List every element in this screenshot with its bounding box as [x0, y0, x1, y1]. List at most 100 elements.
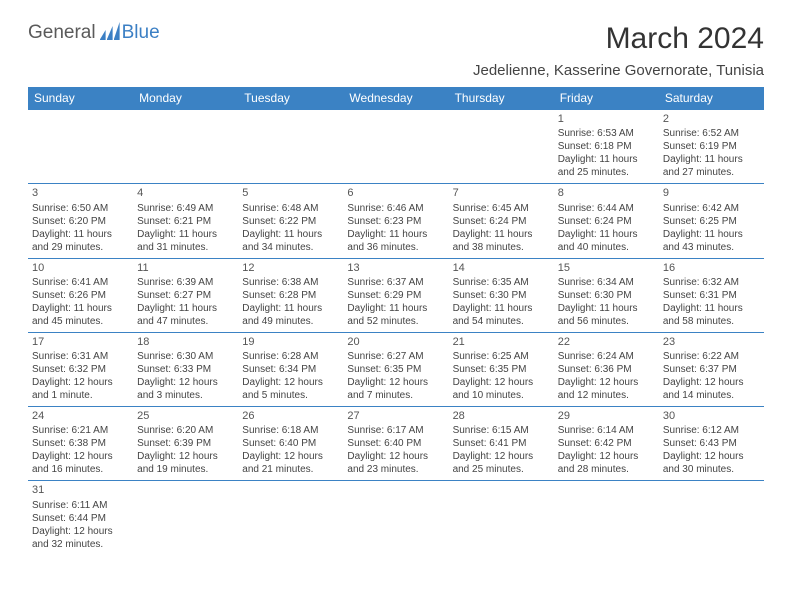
sunset-text: Sunset: 6:36 PM [558, 363, 655, 376]
day-number: 21 [453, 335, 550, 349]
calendar-cell: 29Sunrise: 6:14 AMSunset: 6:42 PMDayligh… [554, 407, 659, 481]
daylight-text: Daylight: 12 hours and 16 minutes. [32, 450, 129, 476]
sunrise-text: Sunrise: 6:41 AM [32, 276, 129, 289]
daylight-text: Daylight: 11 hours and 43 minutes. [663, 228, 760, 254]
title-block: March 2024 Jedelienne, Kasserine Governo… [473, 22, 764, 79]
sunset-text: Sunset: 6:41 PM [453, 437, 550, 450]
sunset-text: Sunset: 6:29 PM [347, 289, 444, 302]
sunset-text: Sunset: 6:20 PM [32, 215, 129, 228]
day-number: 4 [137, 186, 234, 200]
sunrise-text: Sunrise: 6:37 AM [347, 276, 444, 289]
daylight-text: Daylight: 12 hours and 12 minutes. [558, 376, 655, 402]
daylight-text: Daylight: 12 hours and 7 minutes. [347, 376, 444, 402]
day-number: 11 [137, 261, 234, 275]
sunrise-text: Sunrise: 6:18 AM [242, 424, 339, 437]
sunrise-text: Sunrise: 6:11 AM [32, 499, 129, 512]
daylight-text: Daylight: 11 hours and 45 minutes. [32, 302, 129, 328]
calendar-cell: 1Sunrise: 6:53 AMSunset: 6:18 PMDaylight… [554, 110, 659, 184]
sunset-text: Sunset: 6:34 PM [242, 363, 339, 376]
daylight-text: Daylight: 11 hours and 40 minutes. [558, 228, 655, 254]
day-number: 27 [347, 409, 444, 423]
daylight-text: Daylight: 12 hours and 23 minutes. [347, 450, 444, 476]
day-number: 2 [663, 112, 760, 126]
sunset-text: Sunset: 6:30 PM [558, 289, 655, 302]
daylight-text: Daylight: 12 hours and 25 minutes. [453, 450, 550, 476]
calendar-cell [449, 110, 554, 184]
calendar-cell [28, 110, 133, 184]
calendar-cell [133, 110, 238, 184]
day-number: 25 [137, 409, 234, 423]
day-number: 26 [242, 409, 339, 423]
sunrise-text: Sunrise: 6:25 AM [453, 350, 550, 363]
day-number: 10 [32, 261, 129, 275]
sunrise-text: Sunrise: 6:22 AM [663, 350, 760, 363]
sunrise-text: Sunrise: 6:50 AM [32, 202, 129, 215]
daylight-text: Daylight: 11 hours and 56 minutes. [558, 302, 655, 328]
daylight-text: Daylight: 12 hours and 30 minutes. [663, 450, 760, 476]
calendar-cell: 6Sunrise: 6:46 AMSunset: 6:23 PMDaylight… [343, 184, 448, 258]
logo-sail-icon [100, 26, 120, 40]
day-number: 23 [663, 335, 760, 349]
sunset-text: Sunset: 6:18 PM [558, 140, 655, 153]
calendar-row: 1Sunrise: 6:53 AMSunset: 6:18 PMDaylight… [28, 110, 764, 184]
sunrise-text: Sunrise: 6:32 AM [663, 276, 760, 289]
day-number: 1 [558, 112, 655, 126]
daylight-text: Daylight: 11 hours and 34 minutes. [242, 228, 339, 254]
sunrise-text: Sunrise: 6:42 AM [663, 202, 760, 215]
day-number: 8 [558, 186, 655, 200]
daylight-text: Daylight: 11 hours and 27 minutes. [663, 153, 760, 179]
calendar-cell: 27Sunrise: 6:17 AMSunset: 6:40 PMDayligh… [343, 407, 448, 481]
sunset-text: Sunset: 6:40 PM [242, 437, 339, 450]
sunrise-text: Sunrise: 6:12 AM [663, 424, 760, 437]
daylight-text: Daylight: 11 hours and 52 minutes. [347, 302, 444, 328]
calendar-cell: 9Sunrise: 6:42 AMSunset: 6:25 PMDaylight… [659, 184, 764, 258]
weekday-header: Tuesday [238, 87, 343, 110]
calendar-cell: 31Sunrise: 6:11 AMSunset: 6:44 PMDayligh… [28, 481, 133, 555]
weekday-header: Friday [554, 87, 659, 110]
calendar-cell: 25Sunrise: 6:20 AMSunset: 6:39 PMDayligh… [133, 407, 238, 481]
weekday-header: Saturday [659, 87, 764, 110]
calendar-row: 31Sunrise: 6:11 AMSunset: 6:44 PMDayligh… [28, 481, 764, 555]
sunrise-text: Sunrise: 6:53 AM [558, 127, 655, 140]
sunrise-text: Sunrise: 6:24 AM [558, 350, 655, 363]
calendar-cell: 7Sunrise: 6:45 AMSunset: 6:24 PMDaylight… [449, 184, 554, 258]
sunset-text: Sunset: 6:37 PM [663, 363, 760, 376]
calendar-cell: 21Sunrise: 6:25 AMSunset: 6:35 PMDayligh… [449, 332, 554, 406]
sunset-text: Sunset: 6:32 PM [32, 363, 129, 376]
sunrise-text: Sunrise: 6:27 AM [347, 350, 444, 363]
sunset-text: Sunset: 6:19 PM [663, 140, 760, 153]
sunset-text: Sunset: 6:26 PM [32, 289, 129, 302]
day-number: 29 [558, 409, 655, 423]
daylight-text: Daylight: 12 hours and 5 minutes. [242, 376, 339, 402]
sunset-text: Sunset: 6:28 PM [242, 289, 339, 302]
calendar-cell: 18Sunrise: 6:30 AMSunset: 6:33 PMDayligh… [133, 332, 238, 406]
day-number: 14 [453, 261, 550, 275]
day-number: 7 [453, 186, 550, 200]
sunset-text: Sunset: 6:30 PM [453, 289, 550, 302]
calendar-cell: 8Sunrise: 6:44 AMSunset: 6:24 PMDaylight… [554, 184, 659, 258]
daylight-text: Daylight: 12 hours and 10 minutes. [453, 376, 550, 402]
day-number: 12 [242, 261, 339, 275]
month-title: March 2024 [473, 22, 764, 56]
day-number: 19 [242, 335, 339, 349]
sunset-text: Sunset: 6:21 PM [137, 215, 234, 228]
calendar-cell: 4Sunrise: 6:49 AMSunset: 6:21 PMDaylight… [133, 184, 238, 258]
daylight-text: Daylight: 11 hours and 38 minutes. [453, 228, 550, 254]
daylight-text: Daylight: 12 hours and 1 minute. [32, 376, 129, 402]
sunset-text: Sunset: 6:38 PM [32, 437, 129, 450]
sunset-text: Sunset: 6:22 PM [242, 215, 339, 228]
daylight-text: Daylight: 11 hours and 49 minutes. [242, 302, 339, 328]
sunset-text: Sunset: 6:25 PM [663, 215, 760, 228]
calendar-cell: 20Sunrise: 6:27 AMSunset: 6:35 PMDayligh… [343, 332, 448, 406]
sunrise-text: Sunrise: 6:48 AM [242, 202, 339, 215]
calendar-row: 10Sunrise: 6:41 AMSunset: 6:26 PMDayligh… [28, 258, 764, 332]
calendar-cell [238, 110, 343, 184]
daylight-text: Daylight: 11 hours and 25 minutes. [558, 153, 655, 179]
calendar-cell [133, 481, 238, 555]
header: General Blue March 2024 Jedelienne, Kass… [28, 22, 764, 79]
logo-text-blue: Blue [122, 22, 160, 44]
sunrise-text: Sunrise: 6:38 AM [242, 276, 339, 289]
day-number: 17 [32, 335, 129, 349]
calendar-cell: 19Sunrise: 6:28 AMSunset: 6:34 PMDayligh… [238, 332, 343, 406]
sunrise-text: Sunrise: 6:30 AM [137, 350, 234, 363]
